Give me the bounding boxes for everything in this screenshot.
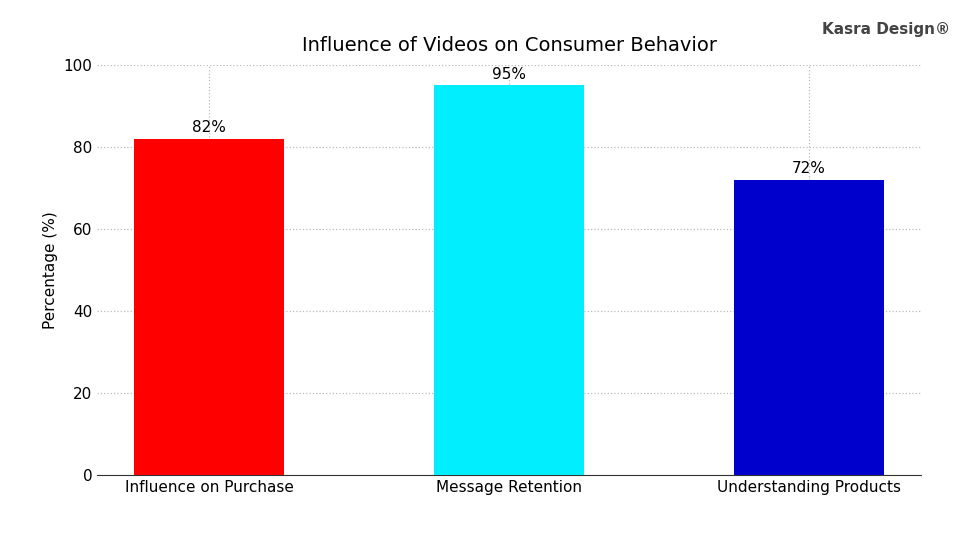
Bar xyxy=(135,139,284,475)
Title: Influence of Videos on Consumer Behavior: Influence of Videos on Consumer Behavior xyxy=(301,36,716,55)
Bar xyxy=(434,85,583,475)
Text: 72%: 72% xyxy=(792,161,826,177)
Text: Kasra Design®: Kasra Design® xyxy=(822,22,950,37)
Bar xyxy=(734,180,883,475)
Text: 82%: 82% xyxy=(192,120,226,136)
Text: 95%: 95% xyxy=(491,67,526,82)
Y-axis label: Percentage (%): Percentage (%) xyxy=(43,211,57,329)
